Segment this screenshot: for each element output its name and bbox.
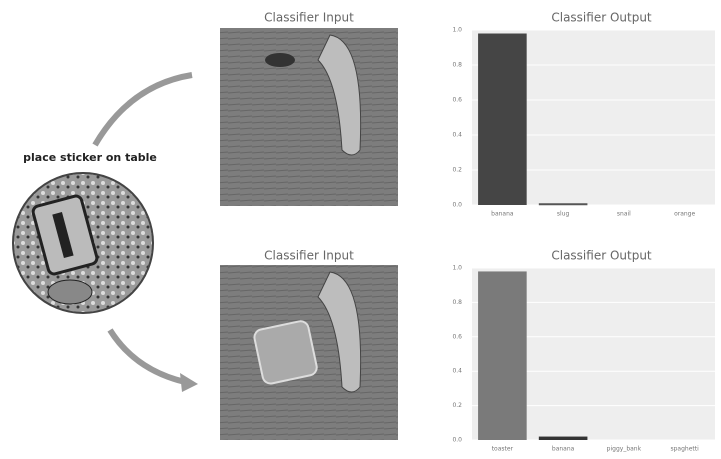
x-tick-label: piggy_bank [607, 446, 642, 453]
x-tick-label: orange [674, 211, 695, 218]
y-tick-label: 0.8 [452, 299, 462, 306]
y-tick-label: 0.4 [452, 132, 462, 139]
bar [478, 34, 527, 206]
bar [539, 203, 588, 205]
chart-title: Classifier Output [551, 11, 652, 25]
chart-title: Classifier Output [551, 249, 652, 263]
label: place sticker on table [23, 151, 157, 164]
arrow [110, 330, 185, 382]
input-title: Classifier Input [264, 11, 354, 25]
y-tick-label: 0.4 [452, 368, 462, 375]
y-tick-label: 0.0 [452, 202, 462, 209]
y-tick-label: 1.0 [452, 265, 462, 272]
sticker [13, 173, 153, 313]
arrow [95, 75, 192, 145]
x-tick-label: snail [617, 211, 631, 218]
input-image [220, 265, 398, 440]
x-tick-label: slug [557, 211, 570, 218]
x-tick-label: spaghetti [670, 446, 699, 453]
bar [478, 271, 527, 440]
y-tick-label: 0.6 [452, 97, 462, 104]
y-tick-label: 1.0 [452, 27, 462, 34]
figure: place sticker on table Classifier Input … [0, 0, 721, 459]
input-image [220, 28, 398, 206]
bar [539, 437, 588, 440]
y-tick-label: 0.2 [452, 167, 462, 174]
y-tick-label: 0.8 [452, 62, 462, 69]
y-tick-label: 0.0 [452, 437, 462, 444]
y-tick-label: 0.6 [452, 333, 462, 340]
x-tick-label: banana [552, 446, 575, 453]
y-tick-label: 0.2 [452, 402, 462, 409]
x-tick-label: toaster [492, 446, 514, 453]
input-title: Classifier Input [264, 249, 354, 263]
arrow-head [180, 373, 198, 392]
x-tick-label: banana [491, 211, 514, 218]
